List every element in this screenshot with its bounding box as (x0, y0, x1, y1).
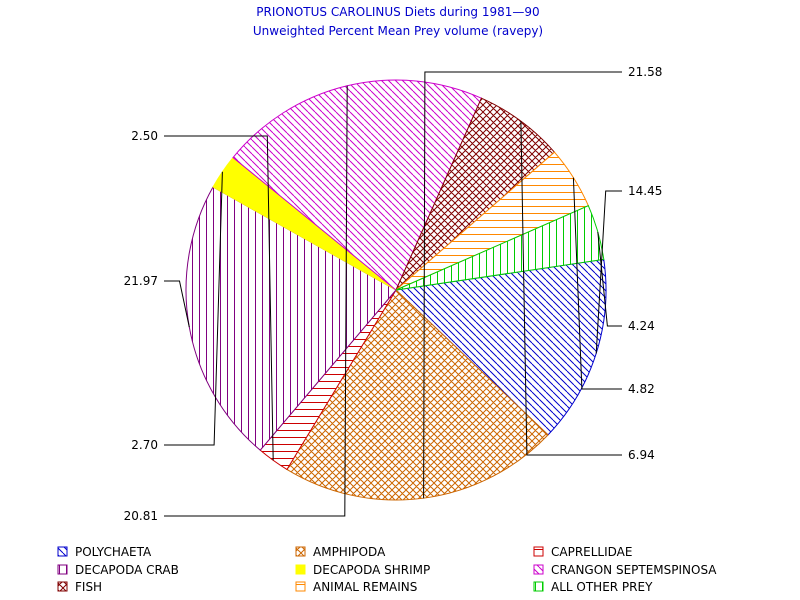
legend-label: CRANGON SEPTEMSPINOSA (551, 563, 717, 577)
value-label-animal-remains: 4.82 (628, 382, 655, 396)
leader-line-polychaeta (595, 190, 622, 354)
leader-line-crangon-septemspinosa (164, 85, 348, 517)
pie-slices (185, 79, 607, 501)
value-label-decapoda-shrimp: 2.70 (131, 438, 158, 452)
legend-item-decapoda-crab: DECAPODA CRAB (57, 563, 179, 577)
legend-swatch (57, 546, 68, 557)
legend-label: ANIMAL REMAINS (313, 580, 417, 594)
legend-label: POLYCHAETA (75, 545, 152, 559)
legend-item-crangon-septemspinosa: CRANGON SEPTEMSPINOSA (533, 563, 717, 577)
legend-item-amphipoda: AMPHIPODA (295, 545, 386, 559)
leader-line-decapoda-crab (164, 280, 190, 328)
legend-label: FISH (75, 580, 102, 594)
chart-subtitle: Unweighted Percent Mean Prey volume (rav… (253, 24, 543, 38)
value-label-decapoda-crab: 21.97 (124, 274, 158, 288)
legend-item-all-other-prey: ALL OTHER PREY (533, 580, 653, 594)
chart-title: PRIONOTUS CAROLINUS Diets during 1981—90 (256, 5, 539, 19)
legend: POLYCHAETA AMPHIPODA CAPRELLIDAE DECAPODA C… (57, 545, 717, 594)
legend-label: CAPRELLIDAE (551, 545, 632, 559)
legend-item-animal-remains: ANIMAL REMAINS (295, 580, 417, 594)
value-label-crangon-septemspinosa: 20.81 (124, 509, 158, 523)
leader-line-amphipoda (423, 71, 622, 499)
legend-item-caprellidae: CAPRELLIDAE (533, 545, 632, 559)
legend-swatch (295, 581, 306, 592)
value-label-polychaeta: 14.45 (628, 184, 662, 198)
value-label-caprellidae: 2.50 (131, 129, 158, 143)
legend-swatch (57, 581, 68, 592)
legend-swatch (295, 564, 306, 575)
leader-line-animal-remains (572, 177, 622, 390)
legend-label: ALL OTHER PREY (551, 580, 653, 594)
legend-label: DECAPODA CRAB (75, 563, 179, 577)
pie-slice-polychaeta (394, 258, 607, 436)
legend-swatch (57, 564, 68, 575)
leader-line-all-other-prey (597, 231, 622, 327)
legend-item-polychaeta: POLYCHAETA (57, 545, 152, 559)
slice-value-labels: 14.45 21.58 2.50 21.97 2.70 20.81 6.94 4.82 4.24 (124, 65, 663, 523)
value-label-amphipoda: 21.58 (628, 65, 662, 79)
legend-swatch (533, 564, 544, 575)
value-label-fish: 6.94 (628, 448, 655, 462)
legend-label: AMPHIPODA (313, 545, 386, 559)
value-label-all-other-prey: 4.24 (628, 319, 655, 333)
legend-swatch (295, 546, 306, 557)
legend-item-fish: FISH (57, 580, 102, 594)
legend-swatch (533, 581, 544, 592)
legend-swatch (533, 546, 544, 557)
leader-line-fish (520, 121, 622, 456)
legend-label: DECAPODA SHRIMP (313, 563, 430, 577)
legend-item-decapoda-shrimp: DECAPODA SHRIMP (295, 563, 430, 577)
leader-line-decapoda-shrimp (164, 171, 223, 446)
leader-line-caprellidae (164, 135, 274, 461)
